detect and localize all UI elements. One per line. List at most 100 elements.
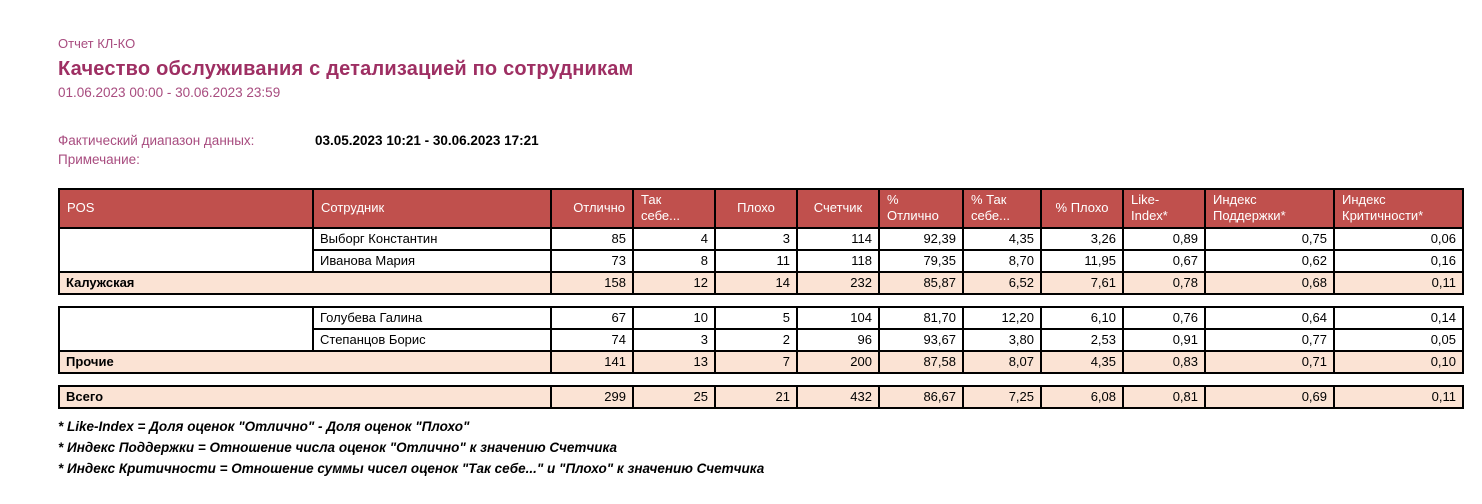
value-cell: 8,70 xyxy=(962,248,1042,273)
value-cell: 10 xyxy=(632,305,716,330)
group-total-value: 87,58 xyxy=(878,349,964,374)
group-total-value: 85,87 xyxy=(878,270,964,295)
value-cell: 0,75 xyxy=(1204,226,1335,251)
group-total-value: 0,10 xyxy=(1333,349,1464,374)
value-cell: 118 xyxy=(796,248,880,273)
group-total-value: 7 xyxy=(714,349,798,374)
value-cell: 96 xyxy=(796,327,880,352)
header-cell-pct-soso: % Так себе... xyxy=(962,188,1042,229)
group-total-value: 0,78 xyxy=(1122,270,1206,295)
value-cell: 114 xyxy=(796,226,880,251)
group-total-value: 14 xyxy=(714,270,798,295)
group-total-label: Калужская xyxy=(58,270,552,295)
group-total-label: Прочие xyxy=(58,349,552,374)
group-total-value: 12 xyxy=(632,270,716,295)
note-label: Примечание: xyxy=(58,152,140,167)
employee-row: Голубева Галина 67 10 5 104 81,70 12,20 … xyxy=(58,305,1464,352)
group-total-row: Калужская 158 12 14 232 85,87 6,52 7,61 … xyxy=(58,270,1464,295)
report-table: POS Сотрудник Отлично Так себе... Плохо … xyxy=(58,188,1464,409)
value-cell: 73 xyxy=(550,248,634,273)
value-cell: 11 xyxy=(714,248,798,273)
value-cell: 93,67 xyxy=(878,327,964,352)
fact-range-label: Фактический диапазон данных: xyxy=(58,133,255,148)
grand-total-value: 0,11 xyxy=(1333,384,1464,409)
value-cell: 0,89 xyxy=(1122,226,1206,251)
grand-total-value: 0,81 xyxy=(1122,384,1206,409)
group-total-value: 7,61 xyxy=(1040,270,1124,295)
group-total-value: 4,35 xyxy=(1040,349,1124,374)
value-cell: 0,62 xyxy=(1204,248,1335,273)
grand-total-row: Всего 299 25 21 432 86,67 7,25 6,08 0,81… xyxy=(58,384,1464,409)
footnote-support-index: * Индекс Поддержки = Отношение числа оце… xyxy=(58,439,617,455)
value-cell: 85 xyxy=(550,226,634,251)
value-cell: 3 xyxy=(714,226,798,251)
footnote-criticality-index: * Индекс Критичности = Отношение суммы ч… xyxy=(58,460,765,476)
report-title: Качество обслуживания с детализацией по … xyxy=(58,58,634,80)
header-cell-pos: POS xyxy=(58,188,314,229)
value-cell: 11,95 xyxy=(1040,248,1124,273)
employee-name-cell: Степанцов Борис xyxy=(312,327,552,352)
header-cell-criticality-index: Индекс Критичности* xyxy=(1333,188,1464,229)
value-cell: 0,06 xyxy=(1333,226,1464,251)
report-period: 01.06.2023 00:00 - 30.06.2023 23:59 xyxy=(58,85,281,100)
table-header-row: POS Сотрудник Отлично Так себе... Плохо … xyxy=(58,188,1464,229)
grand-total-value: 25 xyxy=(632,384,716,409)
group-total-value: 8,07 xyxy=(962,349,1042,374)
grand-total-value: 299 xyxy=(550,384,634,409)
header-cell-support-index: Индекс Поддержки* xyxy=(1204,188,1335,229)
header-cell-soso: Так себе... xyxy=(632,188,716,229)
value-cell: 0,64 xyxy=(1204,305,1335,330)
value-cell: 4,35 xyxy=(962,226,1042,251)
value-cell: 0,16 xyxy=(1333,248,1464,273)
header-cell-counter: Счетчик xyxy=(796,188,880,229)
value-cell: 79,35 xyxy=(878,248,964,273)
value-cell: 81,70 xyxy=(878,305,964,330)
grand-total-value: 432 xyxy=(796,384,880,409)
group-total-value: 158 xyxy=(550,270,634,295)
value-cell: 67 xyxy=(550,305,634,330)
pos-group-cell xyxy=(58,305,314,352)
spacer-row xyxy=(59,372,1463,386)
value-cell: 0,67 xyxy=(1122,248,1206,273)
note-row: Примечание: xyxy=(58,152,1464,167)
value-cell: 8 xyxy=(632,248,716,273)
fact-range-row: Фактический диапазон данных: 03.05.2023 … xyxy=(58,133,1464,148)
group-total-value: 232 xyxy=(796,270,880,295)
spacer-row xyxy=(59,293,1463,307)
pos-group-cell xyxy=(58,226,314,273)
footnote-like-index: * Like-Index = Доля оценок "Отлично" - Д… xyxy=(58,418,470,434)
group-total-value: 141 xyxy=(550,349,634,374)
header-cell-excellent: Отлично xyxy=(550,188,634,229)
value-cell: 3,26 xyxy=(1040,226,1124,251)
group-total-value: 6,52 xyxy=(962,270,1042,295)
value-cell: 3 xyxy=(632,327,716,352)
group-total-value: 0,11 xyxy=(1333,270,1464,295)
employee-row: Иванова Мария 73 8 11 118 79,35 8,70 11,… xyxy=(59,248,1464,273)
value-cell: 6,10 xyxy=(1040,305,1124,330)
value-cell: 0,77 xyxy=(1204,327,1335,352)
value-cell: 92,39 xyxy=(878,226,964,251)
group-total-row: Прочие 141 13 7 200 87,58 8,07 4,35 0,83… xyxy=(58,349,1464,374)
value-cell: 2 xyxy=(714,327,798,352)
value-cell: 0,91 xyxy=(1122,327,1206,352)
footnotes: * Like-Index = Доля оценок "Отлично" - Д… xyxy=(58,416,1464,479)
value-cell: 12,20 xyxy=(962,305,1042,330)
grand-total-value: 86,67 xyxy=(878,384,964,409)
value-cell: 104 xyxy=(796,305,880,330)
group-total-value: 0,83 xyxy=(1122,349,1206,374)
header-cell-pct-excellent: % Отлично xyxy=(878,188,964,229)
grand-total-value: 21 xyxy=(714,384,798,409)
value-cell: 4 xyxy=(632,226,716,251)
group-total-value: 13 xyxy=(632,349,716,374)
group-total-value: 0,71 xyxy=(1204,349,1335,374)
value-cell: 0,05 xyxy=(1333,327,1464,352)
header-cell-employee: Сотрудник xyxy=(312,188,552,229)
value-cell: 2,53 xyxy=(1040,327,1124,352)
employee-row: Степанцов Борис 74 3 2 96 93,67 3,80 2,5… xyxy=(59,327,1464,352)
employee-name-cell: Голубева Галина xyxy=(312,305,552,330)
employee-row: Выборг Константин 85 4 3 114 92,39 4,35 … xyxy=(58,226,1464,273)
header-cell-pct-bad: % Плохо xyxy=(1040,188,1124,229)
grand-total-label: Всего xyxy=(58,384,552,409)
employee-name-cell: Выборг Константин xyxy=(312,226,552,251)
